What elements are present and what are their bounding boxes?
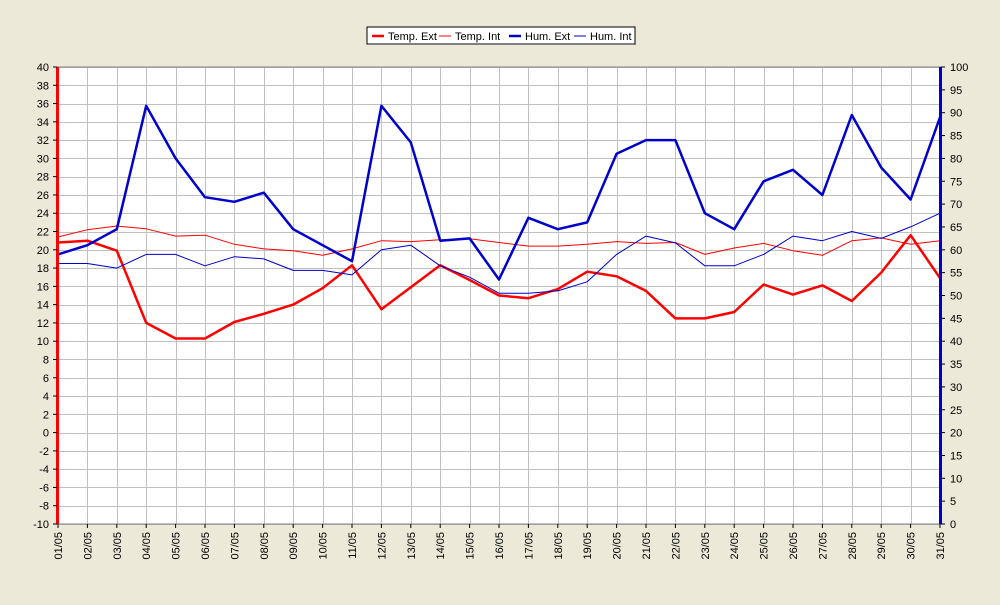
y-left-tick-label: 24 bbox=[37, 208, 49, 220]
y-left-tick-label: 40 bbox=[37, 62, 49, 74]
y-right-tick-label: 25 bbox=[950, 405, 962, 417]
y-right-tick-label: 50 bbox=[950, 291, 962, 303]
x-tick-label: 02/05 bbox=[82, 532, 94, 560]
x-tick-label: 05/05 bbox=[171, 532, 183, 560]
y-right-tick-label: 45 bbox=[950, 313, 962, 325]
x-tick-label: 14/05 bbox=[435, 532, 447, 560]
legend-label-3: Hum. Ext bbox=[525, 31, 570, 43]
x-axis: 01/05 02/05 03/05 04/05 05/05 06/05 07/05 08/05… bbox=[53, 524, 947, 560]
y-left-tick-label: 32 bbox=[37, 135, 49, 147]
x-tick-label: 27/05 bbox=[817, 532, 829, 560]
x-tick-label: 11/05 bbox=[347, 532, 359, 559]
x-tick-label: 22/05 bbox=[670, 532, 682, 560]
y-left-tick-label: 14 bbox=[37, 300, 49, 312]
y-left-tick-label: 22 bbox=[37, 227, 49, 239]
y-right-tick-label: 95 bbox=[950, 85, 962, 97]
x-tick-label: 08/05 bbox=[259, 532, 271, 560]
y-left-tick-label: 8 bbox=[43, 354, 49, 366]
x-tick-label: 03/05 bbox=[112, 532, 124, 560]
y-axis-left: -10-8-6-4-202468101214161820222426283032… bbox=[33, 62, 57, 531]
y-left-tick-label: 34 bbox=[37, 117, 49, 129]
y-left-tick-label: 12 bbox=[37, 318, 49, 330]
y-right-tick-label: 5 bbox=[950, 496, 956, 508]
y-right-tick-label: 35 bbox=[950, 359, 962, 371]
y-right-tick-label: 40 bbox=[950, 336, 962, 348]
series-line-2 bbox=[57, 225, 941, 256]
right-axis-bar bbox=[939, 67, 942, 524]
y-left-tick-label: 6 bbox=[43, 373, 49, 385]
y-right-tick-label: 65 bbox=[950, 222, 962, 234]
x-tick-label: 09/05 bbox=[288, 532, 300, 560]
y-left-tick-label: -4 bbox=[39, 464, 49, 476]
y-right-tick-label: 80 bbox=[950, 153, 962, 165]
x-tick-label: 21/05 bbox=[641, 532, 653, 560]
left-axis-bar bbox=[56, 67, 59, 524]
x-tick-label: 15/05 bbox=[465, 532, 477, 560]
x-tick-label: 13/05 bbox=[406, 532, 418, 560]
y-right-tick-label: 85 bbox=[950, 131, 962, 143]
x-tick-label: 07/05 bbox=[229, 532, 241, 560]
x-tick-label: 17/05 bbox=[523, 532, 535, 560]
x-tick-label: 31/05 bbox=[935, 532, 947, 560]
y-right-tick-label: 20 bbox=[950, 428, 962, 440]
series-line-3 bbox=[56, 104, 942, 281]
y-right-tick-label: 0 bbox=[950, 519, 956, 531]
legend-shadow bbox=[368, 44, 636, 45]
y-right-tick-label: 10 bbox=[950, 473, 962, 485]
y-axis-right: 0 5 10 15 20 25 30 35 40 45 50 55 60 65 70 75 80 85 90 95 10… bbox=[941, 62, 968, 531]
series-layer bbox=[56, 104, 942, 340]
y-left-tick-label: -2 bbox=[39, 446, 49, 458]
y-left-tick-label: -6 bbox=[39, 482, 49, 494]
y-left-tick-label: -8 bbox=[39, 501, 49, 513]
y-right-tick-label: 70 bbox=[950, 199, 962, 211]
y-left-tick-label: 26 bbox=[37, 190, 49, 202]
x-tick-label: 28/05 bbox=[847, 532, 859, 560]
y-left-tick-label: 20 bbox=[37, 245, 49, 257]
x-tick-label: 26/05 bbox=[788, 532, 800, 560]
grid-lines bbox=[57, 67, 941, 525]
y-right-tick-label: 55 bbox=[950, 268, 962, 280]
x-tick-label: 18/05 bbox=[553, 532, 565, 560]
y-left-tick-label: 30 bbox=[37, 153, 49, 165]
y-left-tick-label: 10 bbox=[37, 336, 49, 348]
legend: Temp. Ext Temp. Int Hum. Ext Hum. Int bbox=[366, 26, 636, 45]
y-left-tick-label: 16 bbox=[37, 281, 49, 293]
y-left-tick-label: 4 bbox=[43, 391, 49, 403]
series-line-4 bbox=[57, 212, 941, 294]
x-tick-label: 04/05 bbox=[141, 532, 153, 560]
legend-label-1: Temp. Ext bbox=[388, 31, 437, 43]
x-tick-label: 16/05 bbox=[494, 532, 506, 560]
series-line-1 bbox=[56, 233, 942, 340]
y-left-tick-label: 38 bbox=[37, 80, 49, 92]
y-left-tick-label: 2 bbox=[43, 409, 49, 421]
y-left-tick-label: 36 bbox=[37, 99, 49, 111]
x-tick-label: 06/05 bbox=[200, 532, 212, 560]
legend-label-4: Hum. Int bbox=[590, 31, 632, 43]
y-right-tick-label: 75 bbox=[950, 176, 962, 188]
x-tick-label: 25/05 bbox=[759, 532, 771, 560]
y-right-tick-label: 15 bbox=[950, 450, 962, 462]
x-tick-label: 12/05 bbox=[376, 532, 388, 560]
x-tick-label: 10/05 bbox=[318, 532, 330, 560]
y-left-tick-label: 0 bbox=[43, 428, 49, 440]
x-tick-label: 01/05 bbox=[53, 532, 65, 560]
x-tick-label: 30/05 bbox=[906, 532, 918, 560]
y-left-tick-label: -10 bbox=[33, 519, 49, 531]
y-left-tick-label: 18 bbox=[37, 263, 49, 275]
y-right-tick-label: 30 bbox=[950, 382, 962, 394]
x-tick-label: 23/05 bbox=[700, 532, 712, 560]
x-tick-label: 20/05 bbox=[612, 532, 624, 560]
y-right-tick-label: 90 bbox=[950, 108, 962, 120]
x-tick-label: 29/05 bbox=[876, 532, 888, 560]
y-right-tick-label: 100 bbox=[950, 62, 968, 74]
y-left-tick-label: 28 bbox=[37, 172, 49, 184]
legend-label-2: Temp. Int bbox=[455, 31, 500, 43]
x-tick-label: 19/05 bbox=[582, 532, 594, 560]
y-right-tick-label: 60 bbox=[950, 245, 962, 257]
x-tick-label: 24/05 bbox=[729, 532, 741, 560]
